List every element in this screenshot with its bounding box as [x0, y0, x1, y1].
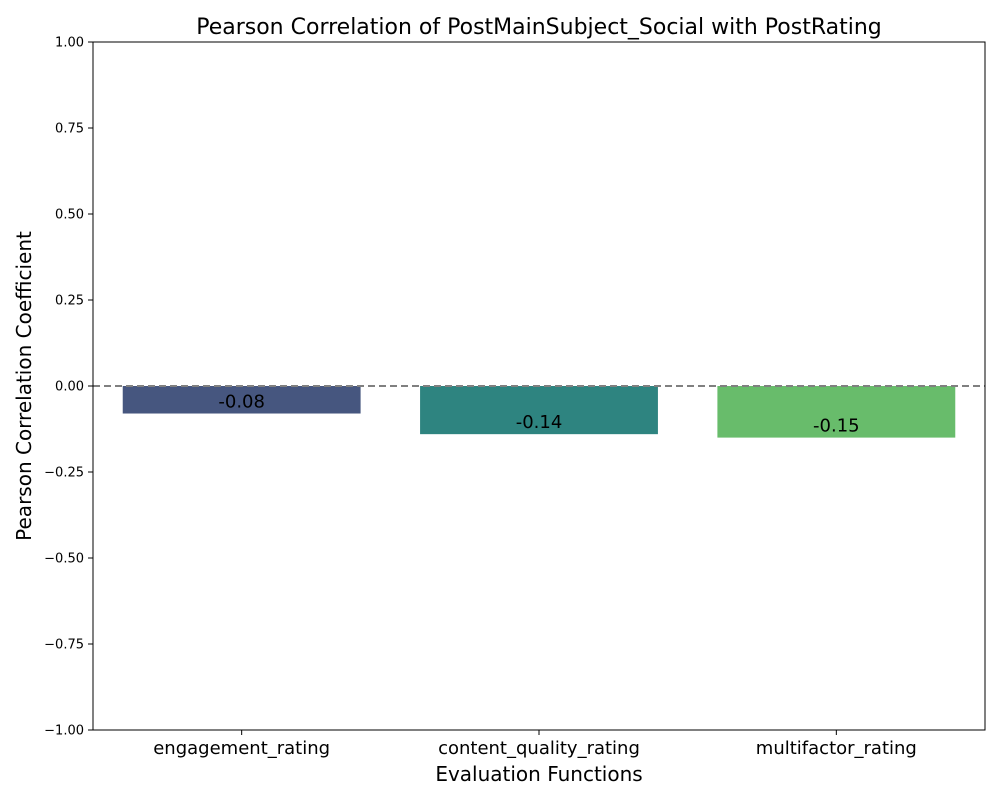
- data-label-engagement_rating: -0.08: [218, 392, 265, 413]
- x-axis-label: Evaluation Functions: [435, 762, 642, 786]
- chart-title: Pearson Correlation of PostMainSubject_S…: [196, 15, 882, 40]
- y-tick-label: 0.50: [55, 208, 84, 223]
- data-label-content_quality_rating: -0.14: [516, 412, 563, 433]
- y-axis-label: Pearson Correlation Coefficient: [12, 231, 36, 541]
- y-tick-label: −0.25: [44, 466, 84, 481]
- bar-multifactor_rating: [717, 386, 956, 438]
- y-tick-label: −0.75: [44, 638, 84, 653]
- x-tick-label-content_quality_rating: content_quality_rating: [438, 738, 640, 759]
- data-label-multifactor_rating: -0.15: [813, 416, 860, 437]
- y-tick-label: 0.25: [55, 294, 84, 309]
- x-tick-label-multifactor_rating: multifactor_rating: [756, 738, 917, 759]
- y-tick-label: 1.00: [55, 36, 84, 51]
- bar-engagement_rating: [122, 386, 361, 414]
- plot-frame: [92, 41, 986, 731]
- y-tick-label: −1.00: [44, 724, 84, 739]
- y-tick-label: −0.50: [44, 552, 84, 567]
- y-tick-label: 0.00: [55, 380, 84, 395]
- plot-area: -0.08 -0.14 -0.15 1.00 0.75 0.50 0.25 0.00 −0.25…: [44, 36, 986, 759]
- x-tick-label-engagement_rating: engagement_rating: [153, 738, 330, 759]
- y-tick-label: 0.75: [55, 122, 84, 137]
- bar-content_quality_rating: [420, 386, 658, 435]
